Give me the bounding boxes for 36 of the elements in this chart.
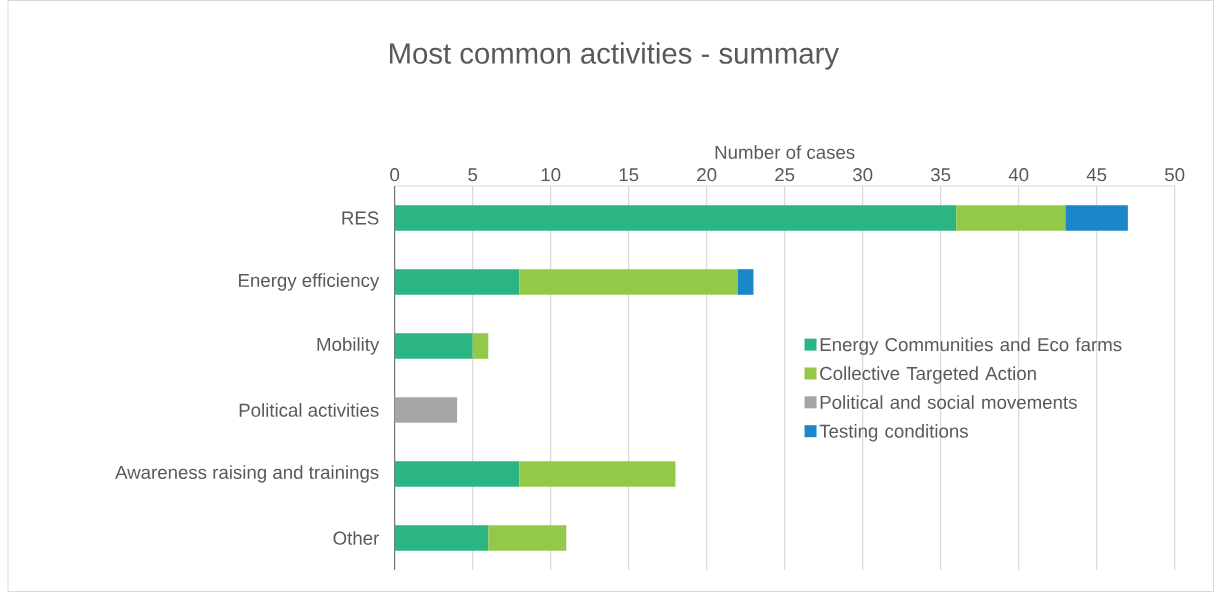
bar bbox=[488, 525, 567, 551]
bar bbox=[956, 205, 1066, 231]
bar bbox=[394, 525, 489, 551]
y-tick-label: Mobility bbox=[317, 337, 380, 355]
bar bbox=[737, 269, 754, 295]
legend-label: Energy Communities and Eco farms bbox=[820, 337, 1122, 355]
bar bbox=[394, 205, 957, 231]
y-tick-label: Awareness raising and trainings bbox=[115, 465, 379, 483]
bar bbox=[519, 461, 676, 487]
bar bbox=[519, 269, 738, 295]
x-tick-label: 35 bbox=[931, 168, 951, 182]
legend-label: Political and social movements bbox=[820, 395, 1077, 409]
x-tick-label: 15 bbox=[619, 168, 639, 182]
x-tick-label: 20 bbox=[697, 168, 717, 182]
x-tick-label: 10 bbox=[541, 168, 561, 182]
bar bbox=[472, 333, 489, 359]
y-tick-label: RES bbox=[342, 211, 379, 225]
legend-label: Collective Targeted Action bbox=[820, 366, 1036, 384]
y-tick-label: Other bbox=[333, 531, 379, 545]
x-axis-title: Number of cases bbox=[715, 145, 855, 159]
y-tick-label: Energy efficiency bbox=[239, 273, 380, 291]
bar bbox=[394, 397, 458, 423]
y-tick-label: Political activities bbox=[239, 403, 379, 417]
x-tick-label: 50 bbox=[1165, 168, 1185, 182]
bar bbox=[394, 461, 520, 487]
x-tick-label: 0 bbox=[390, 168, 400, 182]
bar bbox=[394, 269, 520, 295]
x-tick-label: 30 bbox=[852, 168, 873, 182]
x-tick-label: 25 bbox=[775, 168, 795, 182]
x-tick-label: 45 bbox=[1086, 168, 1107, 182]
x-tick-label: 40 bbox=[1008, 168, 1029, 182]
legend-label: Testing conditions bbox=[819, 424, 968, 442]
x-tick-label: 5 bbox=[468, 168, 478, 182]
bar bbox=[394, 333, 473, 359]
chart-title: Most common activities - summary bbox=[390, 42, 839, 70]
bar bbox=[1065, 205, 1128, 231]
